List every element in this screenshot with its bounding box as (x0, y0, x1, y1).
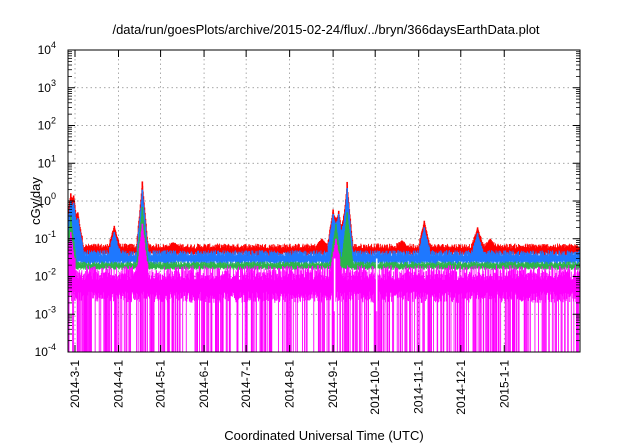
chart-title: /data/run/goesPlots/archive/2015-02-24/f… (112, 22, 539, 37)
y-tick-label: 104 (38, 40, 56, 57)
y-tick-label: 10-2 (35, 267, 56, 284)
x-tick-label: 2014-4-1 (111, 360, 125, 408)
x-tick-label: 2014-9-1 (326, 360, 340, 408)
y-tick-label: 102 (38, 116, 56, 133)
x-axis: 2014-3-1 2014-4-1 2014-5-1 2014-6-1 2014-7-1… (68, 50, 511, 415)
x-tick-label: 2014-8-1 (283, 360, 297, 408)
y-tick-label: 10-4 (35, 342, 56, 359)
y-tick-label: 10-1 (35, 229, 56, 246)
x-axis-label: Coordinated Universal Time (UTC) (224, 428, 423, 443)
x-tick-label: 2014-7-1 (239, 360, 253, 408)
x-tick-label: 2014-5-1 (154, 360, 168, 408)
plot-area (67, 181, 581, 352)
y-tick-label: 100 (38, 191, 56, 208)
y-tick-label: 101 (38, 153, 56, 170)
y-axis-label: cGy/day (28, 177, 43, 225)
x-tick-label: 2014-11-1 (412, 360, 426, 414)
x-tick-label: 2014-10-1 (368, 360, 382, 415)
x-tick-label: 2014-3-1 (68, 360, 82, 408)
x-tick-label: 2014-12-1 (454, 360, 468, 415)
y-tick-label: 103 (38, 78, 56, 95)
x-tick-label: 2014-6-1 (197, 360, 211, 408)
data-series (67, 223, 581, 352)
y-tick-label: 10-3 (35, 304, 56, 321)
y-axis: 10-4 10-3 10-2 10-1 100 101 102 103 104 (35, 40, 580, 359)
x-tick-label: 2015-1-1 (497, 360, 511, 408)
grid (68, 50, 580, 352)
